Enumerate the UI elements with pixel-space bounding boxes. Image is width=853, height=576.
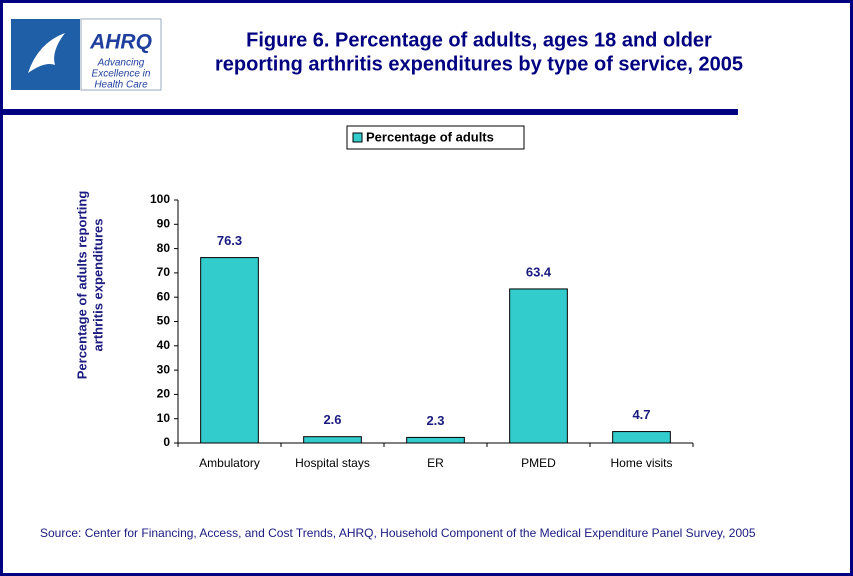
x-tick-label: PMED xyxy=(521,456,556,470)
ahrq-tagline: Health Care xyxy=(94,80,148,91)
y-tick-label: 70 xyxy=(157,265,171,279)
value-label: 76.3 xyxy=(217,233,242,248)
y-tick-label: 40 xyxy=(157,338,171,352)
bar xyxy=(612,431,671,444)
y-tick-label: 90 xyxy=(157,216,171,230)
value-label: 63.4 xyxy=(526,264,552,279)
x-tick-label: Ambulatory xyxy=(199,456,260,470)
x-tick-label: Hospital stays xyxy=(295,456,370,470)
bar xyxy=(303,436,362,444)
chart-title: reporting arthritis expenditures by type… xyxy=(215,53,743,75)
x-tick-label: ER xyxy=(427,456,444,470)
seal-eagle xyxy=(28,33,65,73)
ahrq-tagline: Excellence in xyxy=(92,69,151,80)
y-tick-label: 60 xyxy=(157,289,171,303)
legend-swatch xyxy=(352,132,363,143)
ahrq-box xyxy=(80,18,162,91)
y-tick-label: 10 xyxy=(157,411,171,425)
value-label: 2.6 xyxy=(323,412,341,427)
bar xyxy=(509,288,568,444)
chart: AHRQ Advancing Excellence in Health Care… xyxy=(3,18,743,470)
bar xyxy=(200,257,259,444)
x-tick-label: Home visits xyxy=(610,456,672,470)
value-label: 4.7 xyxy=(632,407,650,422)
y-tick-label: 30 xyxy=(157,362,171,376)
ahrq-name: AHRQ xyxy=(89,31,152,54)
y-tick-label: 100 xyxy=(150,192,170,206)
value-label: 2.3 xyxy=(426,413,444,428)
source-note: Source: Center for Financing, Access, an… xyxy=(40,526,756,540)
y-tick-label: 20 xyxy=(157,387,171,401)
legend-label: Percentage of adults xyxy=(366,129,494,144)
y-tick-label: 0 xyxy=(163,435,170,449)
y-axis-label: Percentage of adults reporting xyxy=(74,191,89,380)
y-tick-label: 80 xyxy=(157,241,171,255)
bar xyxy=(406,436,465,444)
y-axis-label: arthritis expenditures xyxy=(90,219,105,352)
ahrq-tagline: Advancing xyxy=(97,58,145,69)
header-rule xyxy=(3,109,738,115)
chart-title: Figure 6. Percentage of adults, ages 18 … xyxy=(246,29,712,51)
y-tick-label: 50 xyxy=(157,314,171,328)
legend-box xyxy=(346,125,525,150)
